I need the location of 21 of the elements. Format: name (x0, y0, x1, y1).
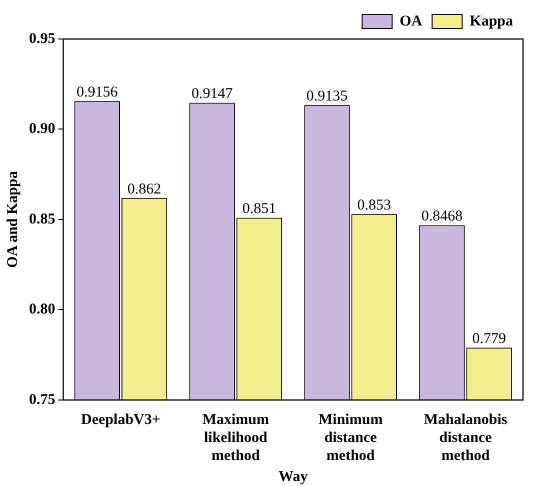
x-tick-label: Mahalanobis distance method (424, 412, 508, 464)
legend-label: Kappa (470, 13, 514, 30)
data-label: 0.9135 (306, 88, 348, 104)
data-label: 0.851 (242, 201, 276, 218)
y-axis-title: OA and Kappa (4, 170, 21, 268)
y-tick-label: 0.75 (29, 392, 56, 408)
data-label: 0.853 (357, 198, 392, 214)
x-tick-label: Minimum distance method (318, 412, 384, 464)
data-label: 0.9156 (76, 84, 118, 101)
x-axis-title: Way (278, 468, 308, 485)
data-label: 0.9147 (191, 86, 234, 102)
y-tick-label: 0.80 (29, 302, 56, 318)
data-label: 0.862 (127, 181, 162, 198)
y-tick-label: 0.90 (29, 121, 56, 138)
y-tick-label: 0.85 (29, 211, 56, 228)
x-tick-label: DeeplabV3+ (81, 412, 160, 428)
data-label: 0.8468 (421, 208, 463, 225)
legend-label: OA (400, 13, 422, 30)
data-label: 0.779 (472, 331, 506, 348)
y-tick-label: 0.95 (29, 30, 56, 47)
x-tick-label: Maximum likelihood method (202, 412, 270, 464)
